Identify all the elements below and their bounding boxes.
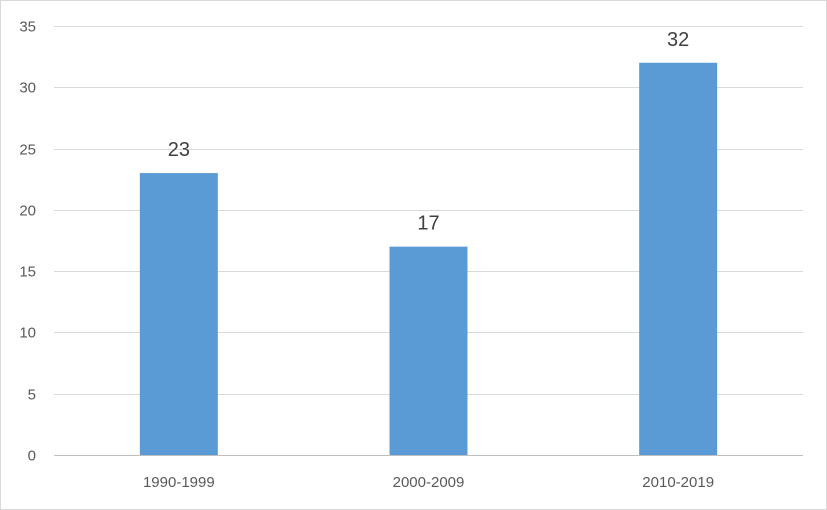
y-tick-label: 20 bbox=[19, 203, 36, 220]
y-tick-label: 35 bbox=[19, 19, 36, 36]
data-labels: 23 17 32 bbox=[168, 29, 690, 235]
y-tick-label: 15 bbox=[19, 264, 36, 281]
bar bbox=[139, 173, 218, 456]
y-tick-label: 25 bbox=[19, 142, 36, 159]
x-tick-label: 1990-1999 bbox=[143, 474, 215, 491]
bar bbox=[639, 62, 718, 456]
x-tick-label: 2000-2009 bbox=[393, 474, 465, 491]
y-axis-tick-labels: 0 5 10 15 20 25 30 35 bbox=[19, 19, 36, 465]
y-tick-label: 0 bbox=[28, 448, 36, 465]
data-label: 23 bbox=[168, 139, 190, 161]
y-tick-label: 5 bbox=[28, 387, 36, 404]
y-tick-label: 10 bbox=[19, 325, 36, 342]
y-tick-label: 30 bbox=[19, 80, 36, 97]
data-label: 17 bbox=[417, 213, 439, 235]
x-axis-tick-labels: 1990-1999 2000-2009 2010-2019 bbox=[143, 474, 714, 491]
bar bbox=[389, 246, 468, 455]
data-label: 32 bbox=[667, 29, 689, 51]
x-tick-label: 2010-2019 bbox=[642, 474, 714, 491]
bars bbox=[139, 62, 718, 456]
